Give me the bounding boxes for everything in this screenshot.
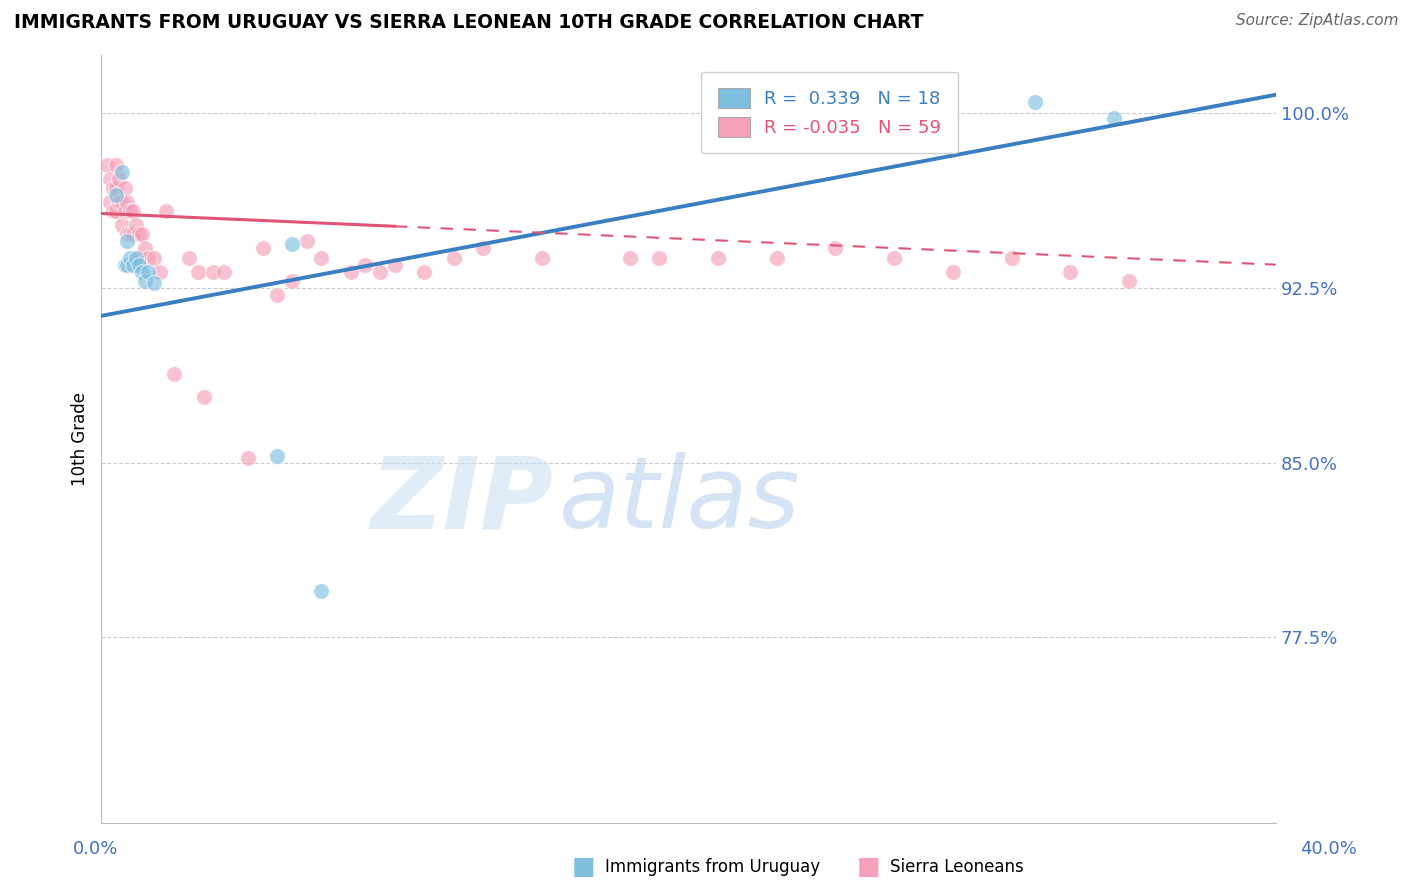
Point: [114, 204, 136, 219]
Point: [354, 258, 377, 272]
Point: [104, 187, 127, 202]
Point: [187, 265, 209, 279]
Point: [281, 274, 304, 288]
Point: [530, 251, 553, 265]
Point: [193, 391, 215, 405]
Text: 40.0%: 40.0%: [1301, 840, 1357, 858]
Point: [266, 288, 288, 302]
Point: [384, 258, 406, 272]
Text: IMMIGRANTS FROM URUGUAY VS SIERRA LEONEAN 10TH GRADE CORRELATION CHART: IMMIGRANTS FROM URUGUAY VS SIERRA LEONEA…: [14, 13, 924, 32]
Point: [125, 251, 148, 265]
Point: [117, 227, 139, 242]
Point: [707, 251, 730, 265]
Point: [201, 265, 224, 279]
Point: [125, 218, 148, 232]
Point: [114, 181, 136, 195]
Point: [413, 265, 436, 279]
Point: [122, 227, 145, 242]
Point: [295, 235, 318, 249]
Point: [311, 583, 333, 598]
Point: [471, 241, 494, 255]
Point: [1059, 265, 1081, 279]
Point: [443, 251, 465, 265]
Point: [339, 265, 361, 279]
Text: Sierra Leoneans: Sierra Leoneans: [890, 858, 1024, 876]
Point: [142, 251, 165, 265]
Point: [1104, 111, 1126, 125]
Text: 0.0%: 0.0%: [73, 840, 118, 858]
Text: Source: ZipAtlas.com: Source: ZipAtlas.com: [1236, 13, 1399, 29]
Point: [163, 367, 186, 381]
Point: [120, 227, 142, 242]
Point: [104, 204, 127, 219]
Point: [98, 171, 121, 186]
Point: [1118, 274, 1140, 288]
Point: [942, 265, 965, 279]
Point: [117, 258, 139, 272]
Point: [824, 241, 846, 255]
Point: [128, 227, 150, 242]
Point: [1024, 95, 1046, 109]
Point: [236, 450, 259, 465]
Point: [110, 218, 132, 232]
Point: [179, 251, 201, 265]
Point: [114, 258, 136, 272]
Point: [765, 251, 787, 265]
Point: [648, 251, 671, 265]
Point: [128, 251, 150, 265]
Point: [128, 258, 150, 272]
Point: [619, 251, 641, 265]
Point: [136, 265, 159, 279]
Point: [214, 265, 236, 279]
Point: [110, 164, 132, 178]
Point: [134, 274, 156, 288]
Text: ■: ■: [572, 855, 595, 879]
Point: [120, 251, 142, 265]
Point: [142, 277, 165, 291]
Point: [107, 171, 129, 186]
Point: [110, 194, 132, 209]
Point: [120, 204, 142, 219]
Point: [96, 157, 118, 171]
Point: [117, 194, 139, 209]
Point: [104, 157, 127, 171]
Point: [149, 265, 172, 279]
Point: [122, 258, 145, 272]
Point: [98, 194, 121, 209]
Point: [131, 227, 153, 242]
Text: Immigrants from Uruguay: Immigrants from Uruguay: [605, 858, 820, 876]
Point: [131, 265, 153, 279]
Point: [134, 241, 156, 255]
Legend: R =  0.339   N = 18, R = -0.035   N = 59: R = 0.339 N = 18, R = -0.035 N = 59: [702, 72, 957, 153]
Point: [266, 449, 288, 463]
Point: [122, 204, 145, 219]
Point: [368, 265, 391, 279]
Point: [104, 181, 127, 195]
Y-axis label: 10th Grade: 10th Grade: [72, 392, 89, 486]
Point: [311, 251, 333, 265]
Text: atlas: atlas: [560, 452, 801, 549]
Point: [117, 235, 139, 249]
Point: [136, 251, 159, 265]
Point: [281, 236, 304, 251]
Point: [101, 204, 124, 219]
Point: [1000, 251, 1022, 265]
Point: [252, 241, 274, 255]
Point: [883, 251, 905, 265]
Point: [107, 194, 129, 209]
Point: [155, 204, 177, 219]
Point: [101, 181, 124, 195]
Text: ZIP: ZIP: [370, 452, 554, 549]
Text: ■: ■: [858, 855, 880, 879]
